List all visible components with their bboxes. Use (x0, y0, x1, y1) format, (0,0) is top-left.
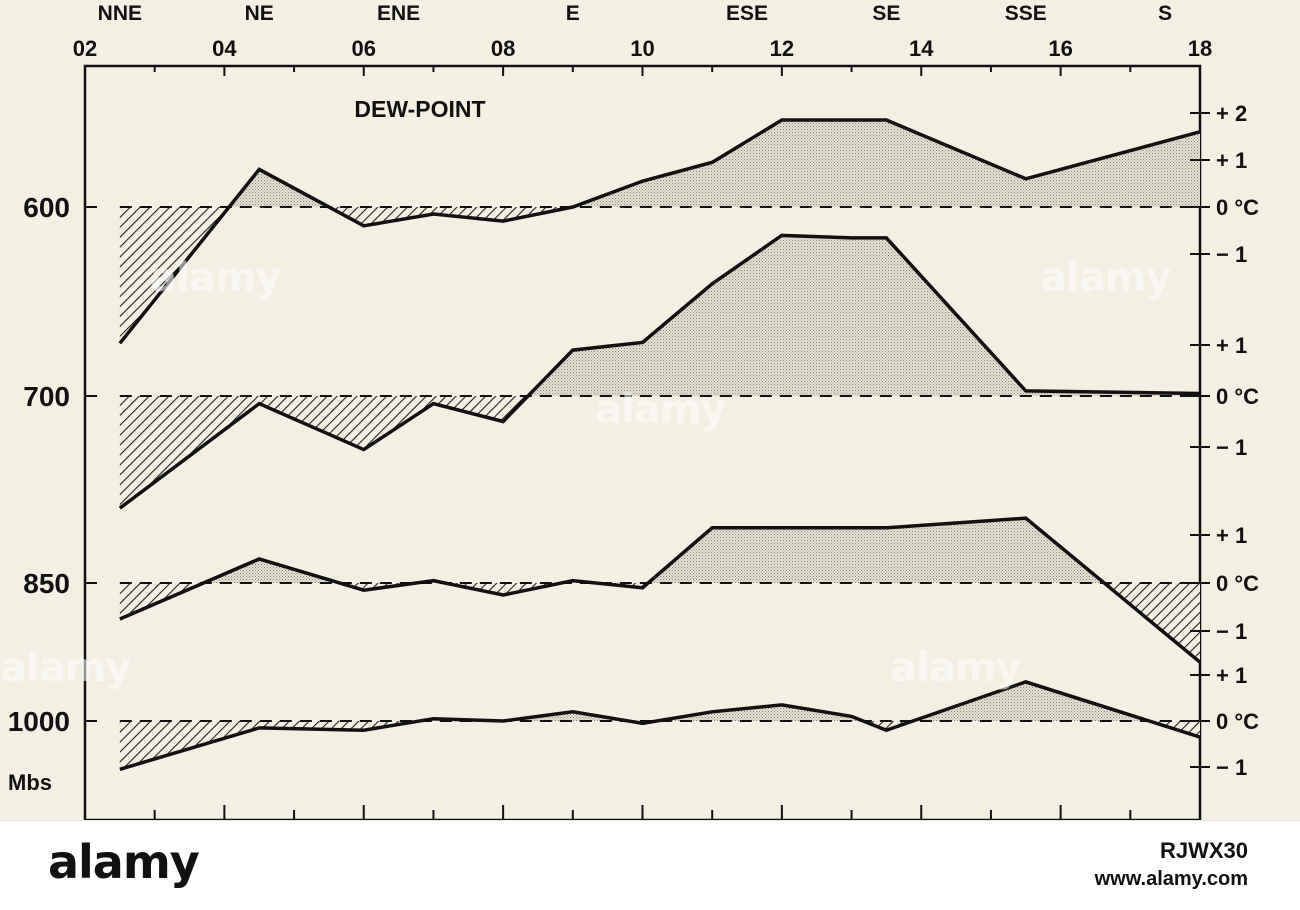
dew-point-line (118, 233, 1201, 510)
positive-area (712, 704, 782, 721)
right-tick-label: + 1 (1216, 663, 1247, 688)
pressure-label: 850 (23, 568, 70, 599)
right-tick-label: 0 °C (1216, 571, 1259, 596)
positive-area (781, 120, 852, 207)
dew-point-line (119, 680, 1201, 771)
positive-area (572, 342, 643, 396)
x-tick-label: 14 (909, 36, 934, 61)
footer-band (0, 820, 1300, 910)
right-tick-label: + 2 (1216, 101, 1247, 126)
x-tick-label: 08 (491, 36, 515, 61)
x-tick-label: 02 (73, 36, 97, 61)
positive-area (642, 162, 713, 207)
right-tick-label: 0 °C (1216, 384, 1259, 409)
x-tick-label: 18 (1188, 36, 1212, 61)
watermark-logo: alamy (0, 645, 131, 691)
right-tick-label: − 1 (1216, 619, 1247, 644)
pressure-axis: 600 700 850 1000 (8, 192, 97, 737)
watermark-logo: alamy (150, 255, 281, 301)
right-tick-label: − 1 (1216, 755, 1247, 780)
positive-area (712, 120, 782, 207)
positive-area (851, 237, 887, 396)
positive-area (1025, 131, 1200, 207)
dew-point-panels (118, 118, 1202, 771)
right-tick-label: 0 °C (1216, 195, 1259, 220)
panel-850 (119, 516, 1202, 664)
dew-point-line (118, 118, 1201, 345)
wind-direction-label: S (1158, 2, 1172, 25)
positive-area (886, 120, 1026, 207)
right-tick-label: − 1 (1216, 242, 1247, 267)
positive-area (712, 235, 782, 396)
positive-area (642, 283, 713, 396)
image-id: RJWX30 (1159, 838, 1248, 863)
right-tick-label: 0 °C (1216, 709, 1259, 734)
right-tick-label: + 1 (1216, 333, 1247, 358)
panel-700 (118, 233, 1201, 510)
right-tick-label: − 1 (1216, 435, 1247, 460)
positive-area (851, 527, 887, 583)
x-tick-label: 12 (770, 36, 794, 61)
x-tick-label: 06 (352, 36, 376, 61)
panel-1000 (119, 680, 1201, 771)
brand-logo[interactable]: alamy (48, 835, 200, 889)
x-axis: 02 04 06 08 10 12 14 16 18 (73, 36, 1212, 820)
wind-direction-label: SE (872, 2, 900, 25)
pressure-label: 1000 (8, 706, 70, 737)
x-tick-label: 16 (1048, 36, 1072, 61)
wind-direction-label: ENE (377, 2, 420, 25)
wind-direction-label: ESE (726, 2, 768, 25)
positive-area (781, 527, 852, 583)
positive-area (781, 235, 852, 396)
wind-direction-label: SSE (1005, 2, 1047, 25)
pressure-label: 600 (23, 192, 70, 223)
right-axis: + 2 + 1 0 °C − 1 + 1 0 °C − 1 + 1 0 °C − 1 + 1 0 °C… (1190, 101, 1259, 780)
chart-svg: DEW-POINT 02 04 06 08 10 12 14 16 18 NNE NE ENE E ES… (8, 2, 1259, 820)
positive-area (886, 518, 1026, 583)
pressure-label: 700 (23, 381, 70, 412)
dew-point-line (119, 516, 1202, 664)
positive-area (712, 527, 782, 583)
watermark-logo: alamy (1040, 255, 1171, 301)
x-tick-label: 04 (212, 36, 237, 61)
wind-direction-label: NNE (98, 2, 142, 25)
right-tick-label: + 1 (1216, 523, 1247, 548)
pressure-unit-label: Mbs (8, 770, 52, 795)
negative-area (433, 396, 504, 422)
wind-direction-labels: NNE NE ENE E ESE SE SSE S (98, 2, 1172, 25)
chart-title: DEW-POINT (354, 96, 485, 122)
watermark-logo: alamy (595, 387, 726, 433)
positive-area (851, 120, 887, 207)
negative-area (433, 207, 504, 222)
negative-area (259, 396, 364, 450)
x-tick-label: 10 (630, 36, 654, 61)
right-tick-label: + 1 (1216, 148, 1247, 173)
watermark-logo: alamy (890, 645, 1021, 691)
panel-600 (118, 118, 1201, 345)
wind-direction-label: E (566, 2, 580, 25)
wind-direction-label: NE (245, 2, 274, 25)
site-url[interactable]: www.alamy.com (1094, 868, 1248, 890)
